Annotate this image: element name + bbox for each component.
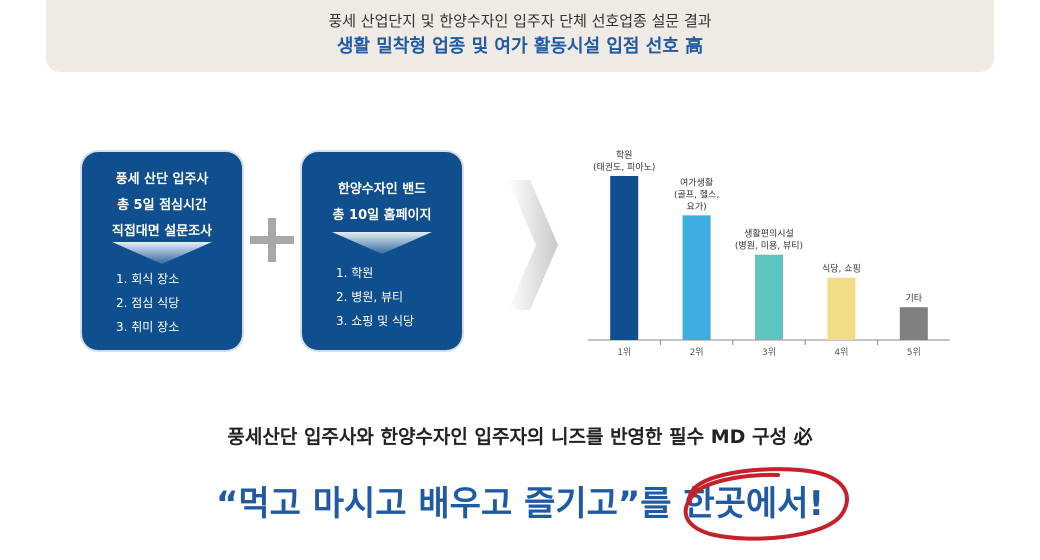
- x-tick-label: 2위: [690, 347, 704, 358]
- preference-bar-chart: 1위 학원(태권도, 피아노) 2위 여가생활(골프, 헬스,요가) 3위 생활편의시설(…: [588, 150, 950, 358]
- slogan-highlight: 한곳에서!: [683, 484, 825, 524]
- bar-label: (병원, 미용, 뷰티): [735, 241, 803, 252]
- slogan-main: “먹고 마시고 배우고 즐기고”를: [215, 484, 684, 524]
- banner-title: 생활 밀착형 업종 및 여가 활동시설 입점 선호 高: [336, 36, 704, 57]
- card-line: 풍세 산단 입주사: [115, 172, 209, 187]
- card-line: 총 10일 홈페이지: [332, 208, 432, 223]
- bar-label: 기타: [906, 293, 923, 304]
- x-tick-label: 5위: [907, 347, 921, 358]
- bar-2: [682, 215, 711, 340]
- chevron-right-icon: [508, 180, 558, 310]
- card-item: 2. 점심 식당: [116, 296, 180, 310]
- bar-1: [610, 176, 639, 340]
- needs-statement: 풍세산단 입주사와 한양수자인 입주자의 니즈를 반영한 필수 MD 구성 必: [227, 426, 813, 448]
- survey-card-residents: 한양수자인 밴드 총 10일 홈페이지 1. 학원 2. 병원, 뷰티 3. 쇼…: [302, 152, 462, 350]
- bar-label: 식당, 쇼핑: [822, 264, 861, 275]
- x-tick-label: 4위: [834, 347, 848, 358]
- card-item: 1. 학원: [336, 266, 374, 280]
- bar-label: 생활편의시설: [744, 228, 794, 240]
- bar-5: [899, 307, 928, 340]
- card-item: 1. 회식 장소: [116, 272, 180, 286]
- slogan: “먹고 마시고 배우고 즐기고”를 한곳에서!: [0, 476, 1040, 525]
- highlight-circle-mark: [683, 467, 849, 541]
- card-line: 직접대면 설문조사: [111, 224, 213, 239]
- bar-label: (골프, 헬스,: [674, 189, 719, 200]
- card-item: 3. 쇼핑 및 식당: [336, 314, 415, 328]
- survey-card-industrial: 풍세 산단 입주사 총 5일 점심시간 직접대면 설문조사 1. 회식 장소 2…: [82, 152, 242, 350]
- card-line: 총 5일 점심시간: [117, 198, 207, 213]
- bar-label: 요가): [687, 201, 707, 212]
- plus-icon: [250, 218, 294, 262]
- x-tick-label: 3위: [762, 347, 776, 358]
- card-line: 한양수자인 밴드: [337, 182, 427, 197]
- top-banner: 풍세 산업단지 및 한양수자인 입주자 단체 선호업종 설문 결과 생활 밀착형…: [46, 0, 994, 72]
- bar-label: 여가생활: [680, 176, 713, 188]
- bar-label: 학원: [616, 150, 633, 161]
- x-tick-label: 1위: [617, 347, 631, 358]
- card-item: 2. 병원, 뷰티: [336, 290, 404, 304]
- card-item: 3. 취미 장소: [116, 320, 180, 334]
- bar-4: [827, 277, 856, 340]
- bar-label: (태권도, 피아노): [593, 161, 655, 173]
- bar-3: [755, 254, 783, 340]
- banner-subtitle: 풍세 산업단지 및 한양수자인 입주자 단체 선호업종 설문 결과: [328, 12, 712, 30]
- down-arrow-icon: [112, 242, 212, 264]
- down-arrow-icon: [332, 232, 432, 254]
